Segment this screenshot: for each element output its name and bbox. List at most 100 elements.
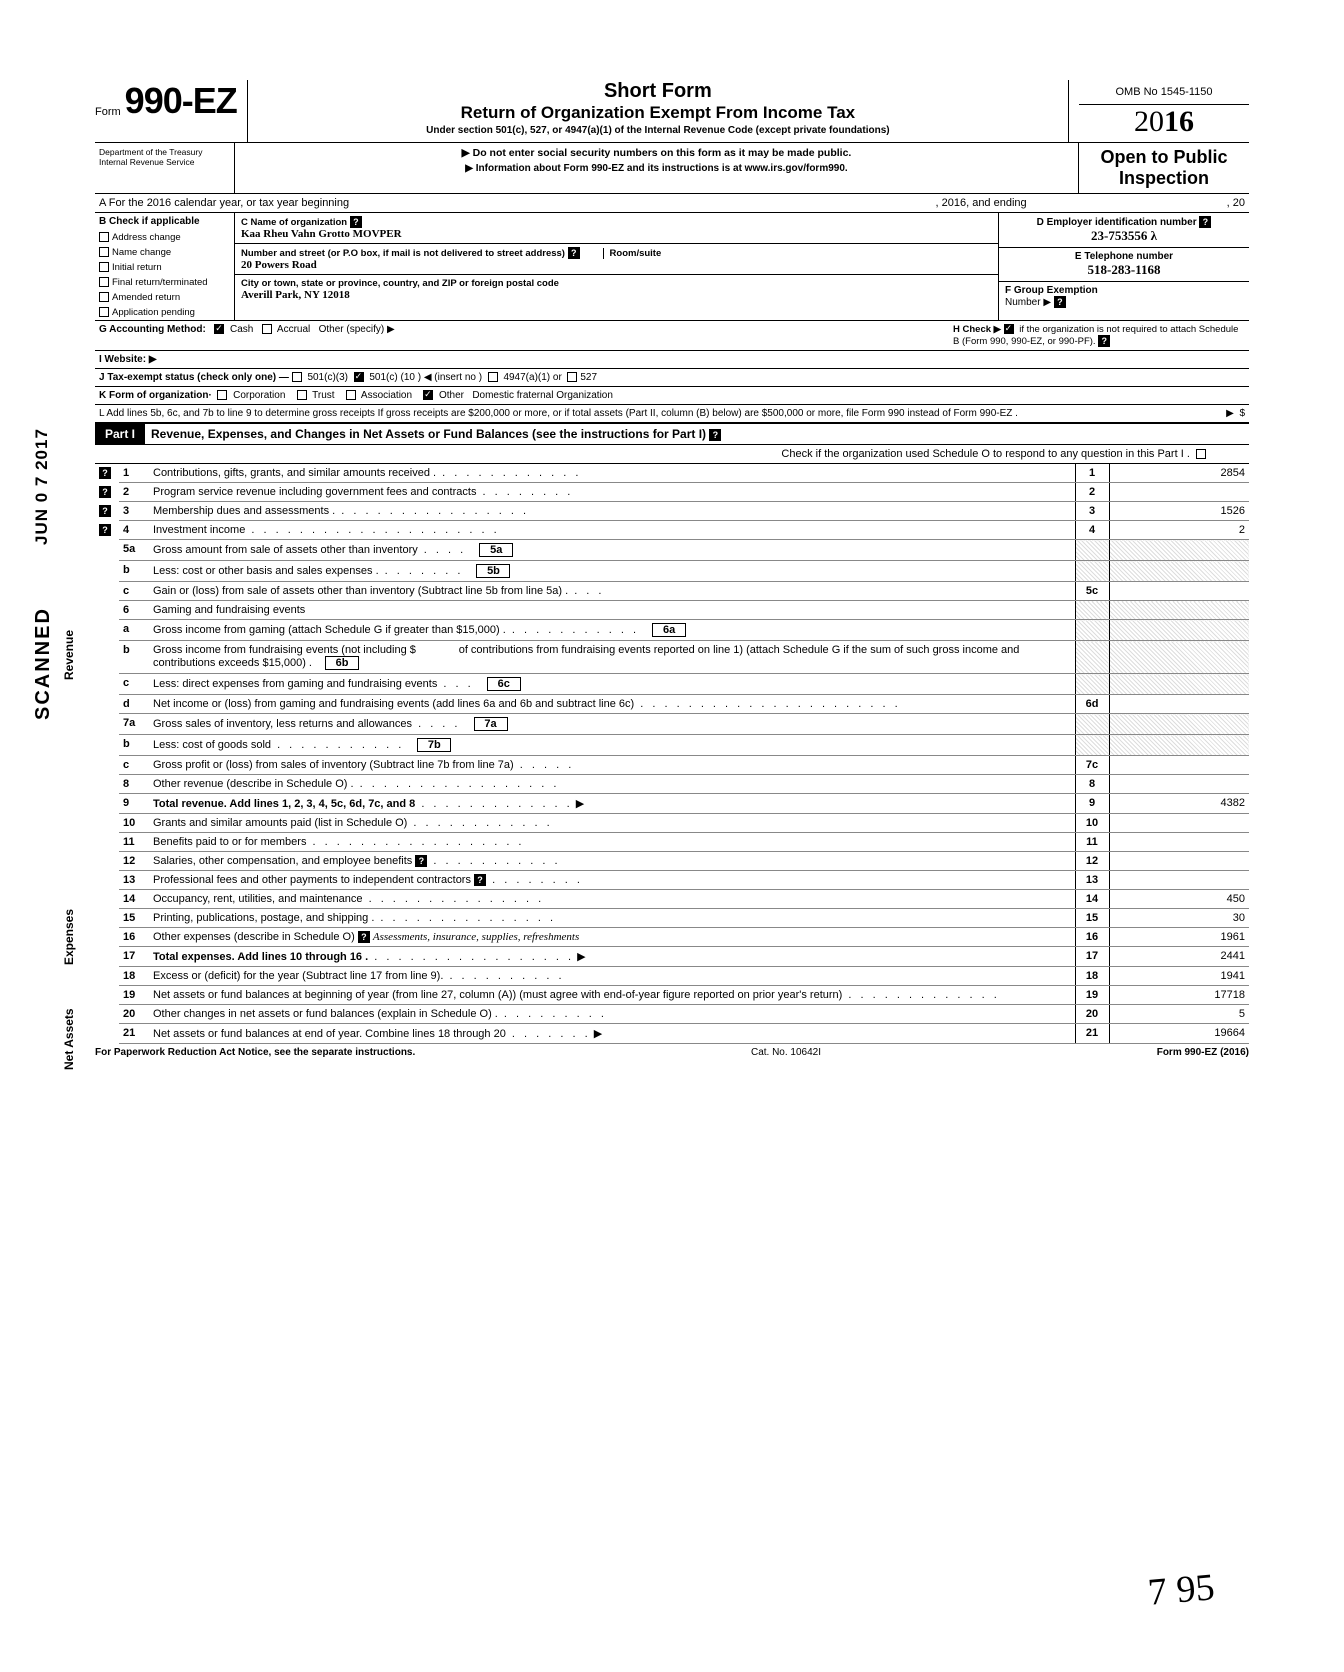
year-suffix: 16 [1164,105,1194,138]
dept-line1: Department of the Treasury [99,147,230,157]
form-number-block: Form 990-EZ [95,80,237,122]
open-public: Open to Public Inspection [1079,143,1249,193]
k-corp: Corporation [233,390,285,401]
row-g: G Accounting Method: Cash Accrual Other … [95,321,1249,351]
col-c: C Name of organization ? Kaa Rheu Vahn G… [235,213,999,320]
c-name-label: C Name of organization [241,217,347,228]
row-k: K Form of organization· Corporation Trus… [95,387,1249,405]
col-de: D Employer identification number ? 23-75… [999,213,1249,320]
chk-amended[interactable]: Amended return [95,290,234,305]
notice-line1: ▶ Do not enter social security numbers o… [243,147,1070,159]
grid-top: B Check if applicable Address change Nam… [95,213,1249,321]
c-city-label: City or town, state or province, country… [241,278,559,289]
dept-block: Department of the Treasury Internal Reve… [95,143,235,193]
phone-value: 518-283-1168 [1088,262,1161,277]
l-text: L Add lines 5b, 6c, and 7b to line 9 to … [99,408,1018,419]
j-label: J Tax-exempt status (check only one) — [99,372,289,383]
footer-right: Form 990-EZ (2016) [1157,1047,1249,1058]
ein-value: 23-753556 λ [1091,228,1157,243]
chk-scho[interactable] [1196,449,1206,459]
chk-pending[interactable]: Application pending [95,305,234,320]
hand-annotation: 7 95 [1146,1565,1216,1615]
part1-header: Part I Revenue, Expenses, and Changes in… [95,423,1249,445]
chk-assoc[interactable] [346,390,356,400]
chk-501c3[interactable] [292,372,302,382]
d-label: D Employer identification number [1037,217,1197,228]
open-public-1: Open to Public [1083,147,1245,168]
open-public-2: Inspection [1083,168,1245,189]
section-a: A For the 2016 calendar year, or tax yea… [95,194,1249,213]
title-block: Short Form Return of Organization Exempt… [247,80,1069,142]
part1-label: Part I [95,424,145,444]
l-dollar: $ [1239,408,1245,419]
help-icon: ? [1199,216,1211,228]
k-label: K Form of organization· [99,390,212,401]
chk-trust[interactable] [297,390,307,400]
j-a1: 4947(a)(1) or [503,372,561,383]
chk-h[interactable] [1004,324,1014,334]
help-icon: ? [1054,296,1066,308]
form-label: Form [95,106,121,122]
date-stamp: JUN 0 7 2017 [32,428,52,545]
k-assoc: Association [361,390,412,401]
chk-other[interactable] [423,390,433,400]
scanned-stamp: SCANNED [32,607,55,720]
j-cnum: 10 [404,372,415,383]
row-i: I Website: ▶ [95,351,1249,369]
help-icon: ? [350,216,362,228]
side-expenses: Expenses [62,909,76,965]
chk-address[interactable]: Address change [95,230,234,245]
org-addr: 20 Powers Road [241,259,317,271]
g-other: Other (specify) ▶ [319,324,395,335]
section-a-end: , 20 [1227,197,1245,209]
form-number: 990-EZ [125,80,237,122]
part1-title: Revenue, Expenses, and Changes in Net As… [145,424,1249,444]
org-name: Kaa Rheu Vahn Grotto MOVPER [241,228,402,240]
e-label: E Telephone number [1075,251,1173,262]
under-section: Under section 501(c), 527, or 4947(a)(1)… [258,125,1058,136]
j-cins: ) ◀ (insert no ) [418,372,482,383]
chk-4947[interactable] [488,372,498,382]
footer-cat: Cat. No. 10642I [751,1047,821,1058]
org-city: Averill Park, NY 12018 [241,289,350,301]
h-label: H Check ▶ [953,324,1001,335]
form-subtitle: Return of Organization Exempt From Incom… [258,103,1058,123]
room-suite: Room/suite [603,248,662,259]
line-table: ?1Contributions, gifts, grants, and simi… [95,464,1249,1044]
g-accrual: Accrual [277,324,310,335]
k-other: Other [439,390,464,401]
l-arrow: ▶ [1226,408,1234,419]
footer-left: For Paperwork Reduction Act Notice, see … [95,1047,415,1058]
side-revenue: Revenue [62,630,76,680]
chk-501c[interactable] [354,372,364,382]
col-b-head: B Check if applicable [95,213,234,230]
k-trust: Trust [312,390,334,401]
i-label: I Website: ▶ [99,354,157,365]
f-label: F Group Exemption [1005,285,1098,296]
help-icon: ? [709,429,721,441]
chk-527[interactable] [567,372,577,382]
row-l: L Add lines 5b, 6c, and 7b to line 9 to … [95,405,1249,423]
section-a-label: A For the 2016 calendar year, or tax yea… [99,197,349,209]
chk-accrual[interactable] [262,324,272,334]
help-icon: ? [568,247,580,259]
chk-final[interactable]: Final return/terminated [95,275,234,290]
year-prefix: 20 [1134,105,1164,138]
f-number-label: Number ▶ [1005,297,1051,308]
g-label: G Accounting Method: [99,324,206,335]
tax-year: 2016 [1079,105,1249,139]
col-b: B Check if applicable Address change Nam… [95,213,235,320]
section-a-mid: , 2016, and ending [936,197,1027,209]
notice-row: Department of the Treasury Internal Reve… [95,143,1249,194]
chk-cash[interactable] [214,324,224,334]
chk-name[interactable]: Name change [95,245,234,260]
footer: For Paperwork Reduction Act Notice, see … [95,1044,1249,1058]
omb-number: OMB No 1545-1150 [1079,80,1249,105]
chk-corp[interactable] [217,390,227,400]
help-icon: ? [1098,335,1110,347]
chk-initial[interactable]: Initial return [95,260,234,275]
j-c: 501(c) ( [369,372,403,383]
part1-check: Check if the organization used Schedule … [95,445,1249,464]
j-527: 527 [580,372,597,383]
form-title: Short Form [258,80,1058,103]
